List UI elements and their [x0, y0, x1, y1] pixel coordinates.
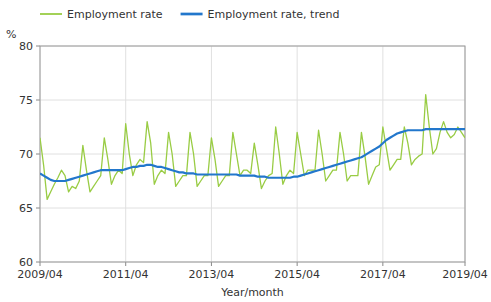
tick-x	[125, 262, 126, 266]
tick-y	[36, 208, 40, 209]
tick-label-y: 65	[19, 202, 33, 215]
plot-frame	[40, 46, 465, 262]
chart-container: 60657075802009/042011/042013/042015/0420…	[0, 0, 491, 302]
tick-x	[297, 262, 298, 266]
tick-x	[382, 262, 383, 266]
legend: Employment rate Employment rate, trend	[40, 8, 339, 21]
grid	[40, 46, 465, 262]
tick-y	[36, 262, 40, 263]
tick-label-x: 2015/04	[274, 268, 320, 281]
tick-label-x: 2009/04	[17, 268, 63, 281]
tick-x	[211, 262, 212, 266]
series-line	[40, 95, 465, 200]
grid-line-x	[211, 46, 212, 262]
series-line	[40, 129, 465, 181]
grid-line-x	[125, 46, 126, 262]
legend-swatch	[40, 13, 62, 15]
tick-label-x: 2019/04	[442, 268, 488, 281]
legend-label: Employment rate	[67, 8, 163, 21]
legend-swatch	[181, 13, 203, 16]
tick-label-x: 2013/04	[189, 268, 235, 281]
tick-x	[40, 262, 41, 266]
tick-x	[465, 262, 466, 266]
grid-line-x	[382, 46, 383, 262]
tick-label-y: 70	[19, 148, 33, 161]
grid-line-y	[40, 100, 465, 101]
tick-y	[36, 46, 40, 47]
tick-y	[36, 100, 40, 101]
y-axis-label: %	[6, 28, 16, 41]
tick-label-y: 80	[19, 40, 33, 53]
tick-y	[36, 154, 40, 155]
chart: 60657075802009/042011/042013/042015/0420…	[0, 0, 491, 302]
tick-label-x: 2017/04	[360, 268, 406, 281]
axes: 60657075802009/042011/042013/042015/0420…	[17, 40, 488, 281]
tick-label-y: 75	[19, 94, 33, 107]
grid-line-x	[297, 46, 298, 262]
tick-label-x: 2011/04	[103, 268, 149, 281]
grid-line-y	[40, 208, 465, 209]
legend-label: Employment rate, trend	[208, 8, 340, 21]
lines	[40, 95, 465, 200]
x-axis-label: Year/month	[220, 286, 284, 299]
